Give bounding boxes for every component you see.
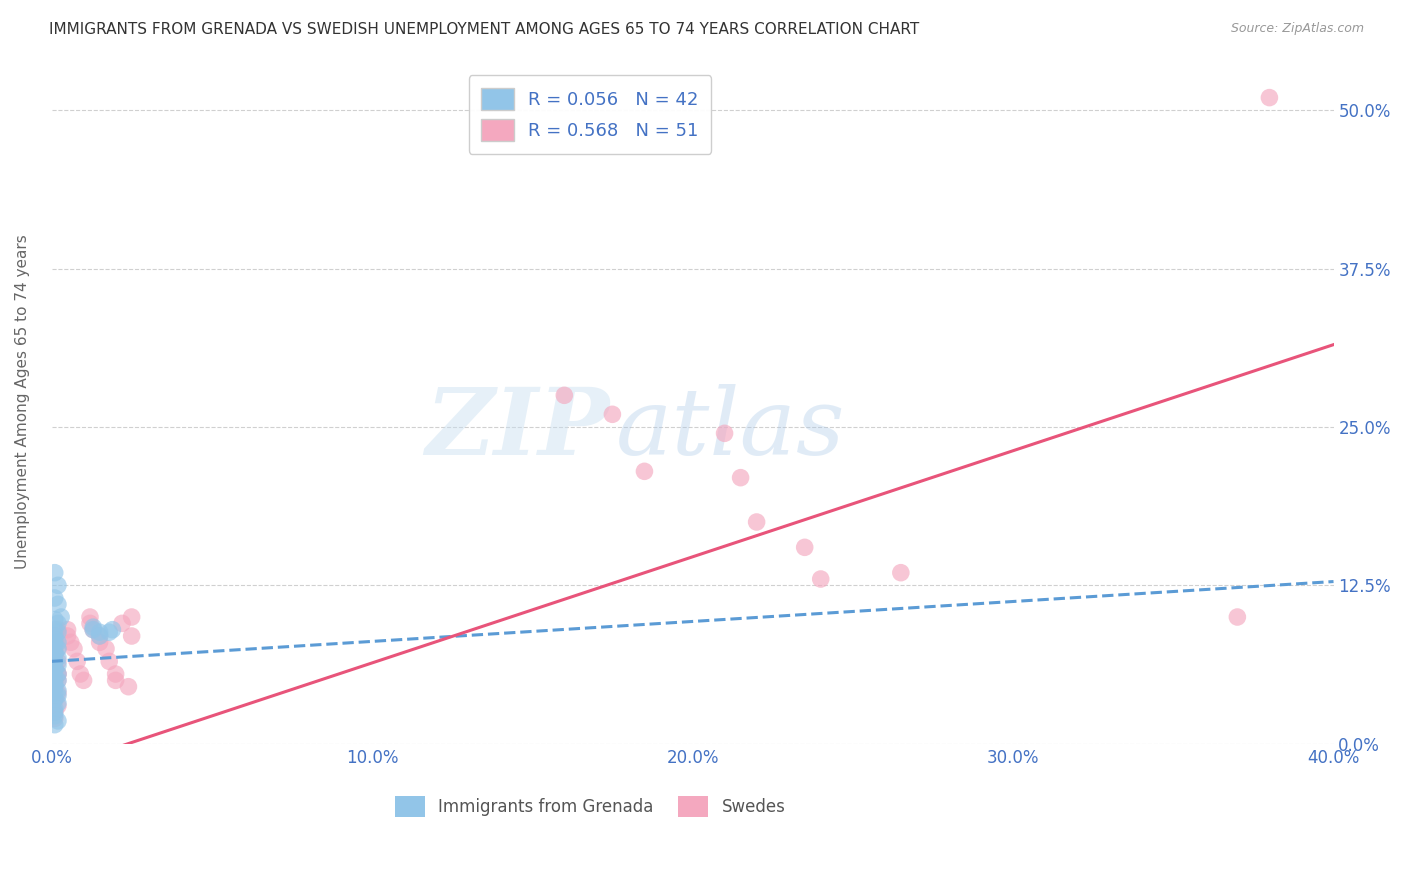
- Point: [46, 689, 69, 703]
- Point: [44, 641, 66, 656]
- Point: [69, 667, 91, 681]
- Point: [89, 629, 111, 643]
- Point: [117, 680, 139, 694]
- Point: [59, 635, 82, 649]
- Point: [44, 661, 66, 675]
- Point: [44, 661, 66, 675]
- Point: [44, 676, 66, 690]
- Point: [44, 566, 66, 580]
- Point: [44, 635, 66, 649]
- Point: [63, 641, 86, 656]
- Point: [730, 470, 752, 484]
- Point: [101, 623, 124, 637]
- Point: [46, 598, 69, 612]
- Point: [44, 711, 66, 725]
- Point: [46, 667, 69, 681]
- Text: IMMIGRANTS FROM GRENADA VS SWEDISH UNEMPLOYMENT AMONG AGES 65 TO 74 YEARS CORREL: IMMIGRANTS FROM GRENADA VS SWEDISH UNEMP…: [49, 22, 920, 37]
- Point: [46, 641, 69, 656]
- Point: [44, 705, 66, 719]
- Point: [49, 610, 72, 624]
- Point: [46, 667, 69, 681]
- Point: [810, 572, 832, 586]
- Point: [44, 645, 66, 659]
- Point: [82, 623, 104, 637]
- Point: [72, 673, 94, 688]
- Point: [79, 616, 101, 631]
- Point: [46, 616, 69, 631]
- Point: [121, 610, 143, 624]
- Point: [46, 650, 69, 665]
- Point: [98, 625, 121, 640]
- Point: [82, 623, 104, 637]
- Point: [121, 629, 143, 643]
- Legend: Immigrants from Grenada, Swedes: Immigrants from Grenada, Swedes: [388, 789, 792, 823]
- Point: [46, 654, 69, 668]
- Point: [46, 658, 69, 673]
- Point: [89, 635, 111, 649]
- Point: [44, 705, 66, 719]
- Point: [44, 717, 66, 731]
- Point: [46, 667, 69, 681]
- Point: [46, 641, 69, 656]
- Point: [44, 661, 66, 675]
- Point: [94, 641, 117, 656]
- Point: [890, 566, 912, 580]
- Point: [44, 654, 66, 668]
- Point: [104, 673, 127, 688]
- Point: [44, 701, 66, 715]
- Point: [46, 578, 69, 592]
- Point: [46, 698, 69, 713]
- Text: ZIP: ZIP: [425, 384, 609, 474]
- Point: [44, 692, 66, 706]
- Point: [46, 635, 69, 649]
- Point: [111, 616, 134, 631]
- Text: Source: ZipAtlas.com: Source: ZipAtlas.com: [1230, 22, 1364, 36]
- Point: [46, 673, 69, 688]
- Point: [1226, 610, 1249, 624]
- Point: [44, 680, 66, 694]
- Point: [46, 714, 69, 728]
- Point: [745, 515, 768, 529]
- Point: [56, 623, 79, 637]
- Point: [44, 629, 66, 643]
- Point: [553, 388, 575, 402]
- Point: [44, 692, 66, 706]
- Point: [44, 686, 66, 700]
- Point: [44, 648, 66, 662]
- Text: atlas: atlas: [616, 384, 845, 474]
- Point: [44, 623, 66, 637]
- Point: [46, 696, 69, 710]
- Point: [44, 709, 66, 723]
- Point: [44, 629, 66, 643]
- Point: [713, 426, 735, 441]
- Point: [98, 654, 121, 668]
- Point: [44, 632, 66, 647]
- Point: [44, 638, 66, 652]
- Point: [46, 625, 69, 640]
- Point: [602, 407, 624, 421]
- Point: [56, 629, 79, 643]
- Point: [46, 673, 69, 688]
- Point: [44, 648, 66, 662]
- Point: [46, 623, 69, 637]
- Point: [79, 610, 101, 624]
- Point: [44, 663, 66, 677]
- Point: [82, 620, 104, 634]
- Point: [44, 613, 66, 627]
- Point: [633, 464, 655, 478]
- Point: [46, 683, 69, 698]
- Point: [1258, 90, 1281, 104]
- Point: [44, 680, 66, 694]
- Point: [89, 629, 111, 643]
- Point: [793, 541, 815, 555]
- Point: [44, 591, 66, 605]
- Point: [44, 671, 66, 685]
- Point: [66, 654, 89, 668]
- Point: [89, 625, 111, 640]
- Point: [44, 654, 66, 668]
- Y-axis label: Unemployment Among Ages 65 to 74 years: Unemployment Among Ages 65 to 74 years: [15, 235, 30, 569]
- Point: [104, 667, 127, 681]
- Point: [46, 686, 69, 700]
- Point: [44, 673, 66, 688]
